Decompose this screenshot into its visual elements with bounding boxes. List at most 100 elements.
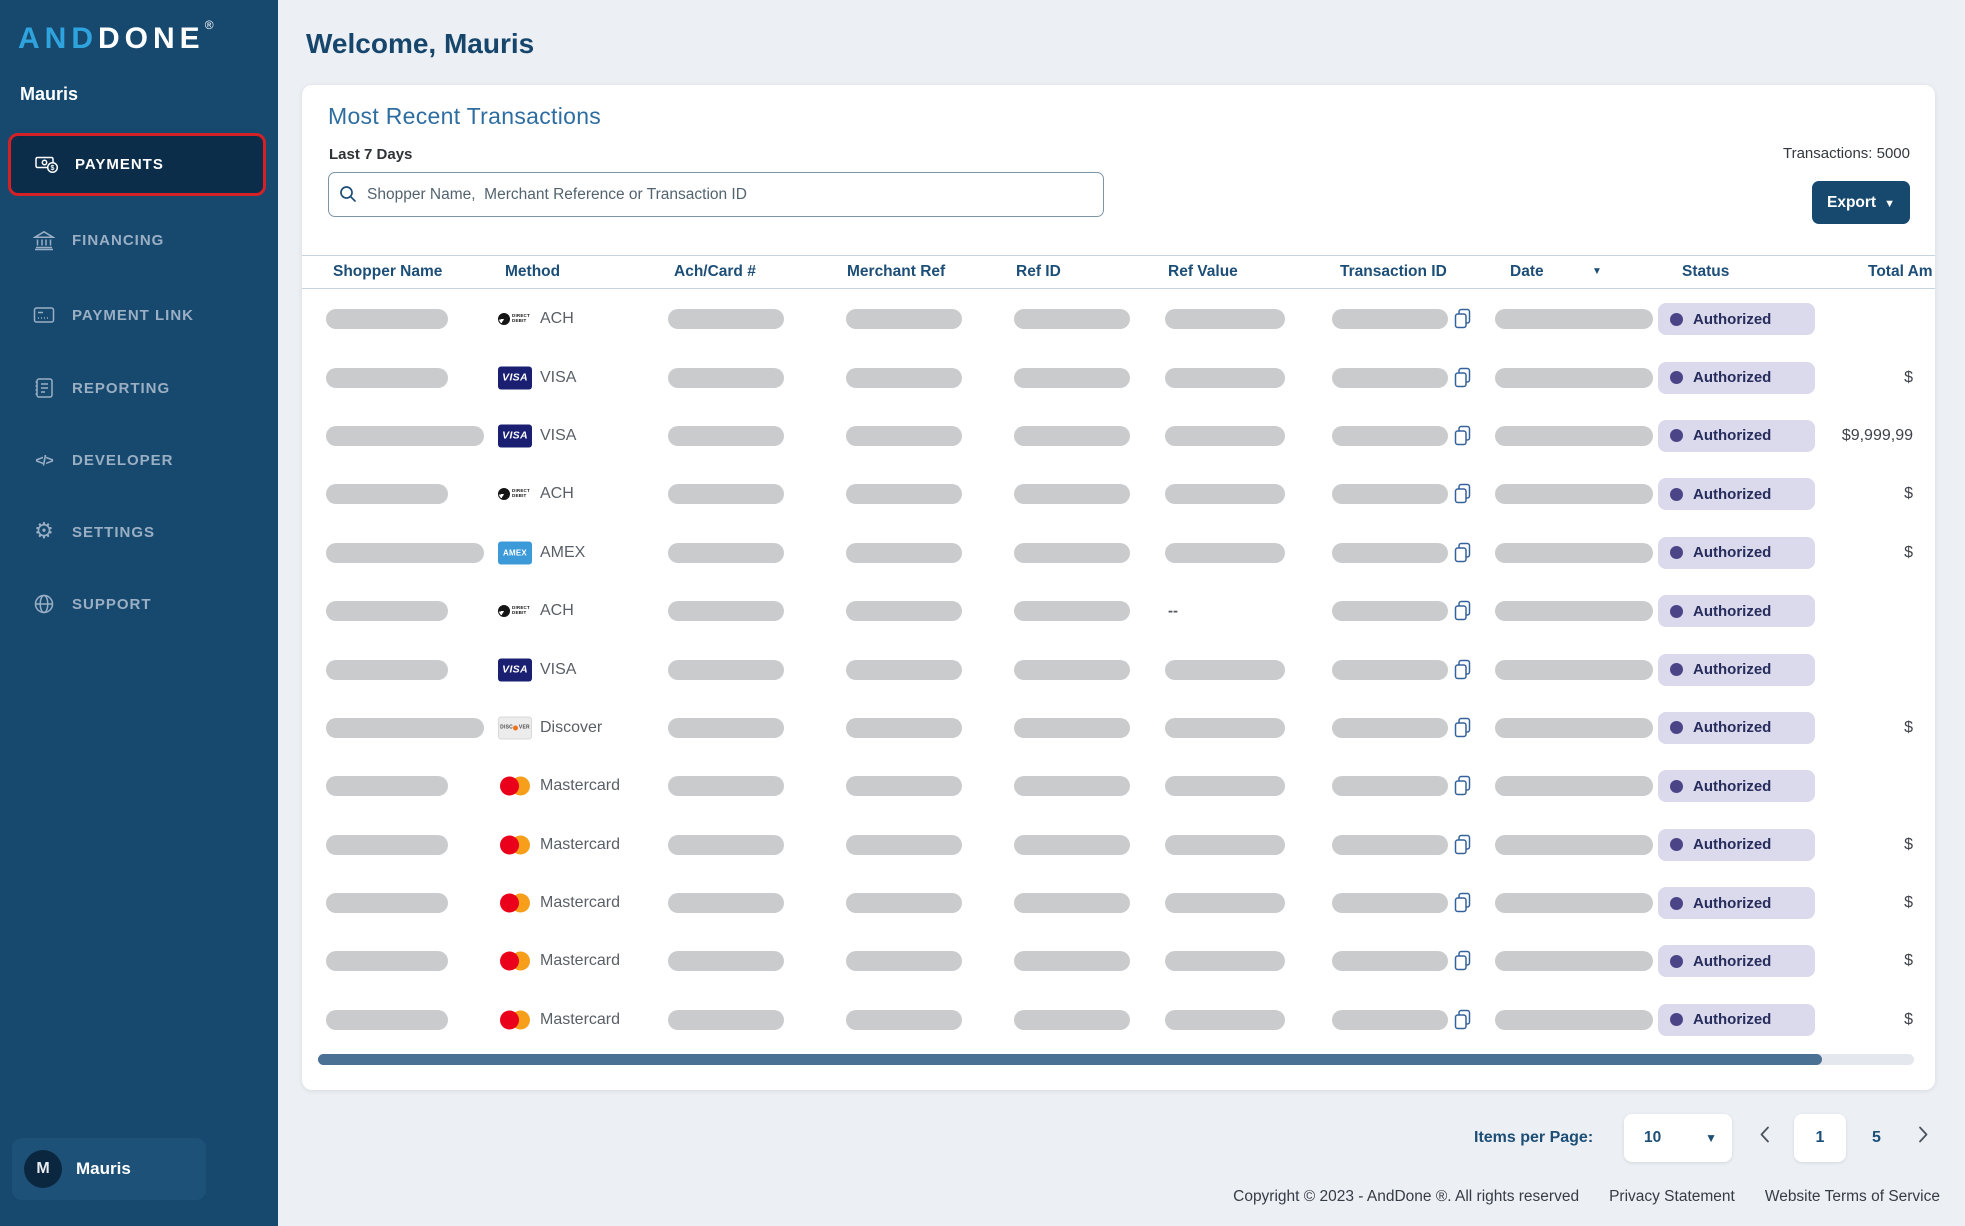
merchant-ref-placeholder	[846, 368, 962, 388]
method-label: ACH	[540, 485, 574, 503]
copy-transaction-id-button[interactable]	[1454, 542, 1471, 563]
copyright-text: Copyright © 2023 - AndDone ®. All rights…	[1233, 1188, 1579, 1206]
copy-transaction-id-button[interactable]	[1454, 717, 1471, 738]
transaction-row: AMEXAMEXAuthorized$	[302, 524, 1935, 582]
copy-transaction-id-button[interactable]	[1454, 1009, 1471, 1030]
previous-page-button[interactable]	[1756, 1122, 1774, 1147]
total-amount-value: $	[1693, 719, 1913, 737]
copy-transaction-id-button[interactable]	[1454, 309, 1471, 330]
ref-id-placeholder	[1014, 484, 1130, 504]
copy-transaction-id-button[interactable]	[1454, 834, 1471, 855]
total-amount-value: $	[1693, 369, 1913, 387]
column-date-sort[interactable]: Date	[1510, 263, 1544, 281]
column-status: Status	[1682, 263, 1729, 281]
shopper-name-placeholder	[326, 835, 448, 855]
copy-transaction-id-button[interactable]	[1454, 484, 1471, 505]
sidebar-item-reporting[interactable]: REPORTING	[8, 361, 266, 415]
method-icon-cell: DIRECTDEBIT	[498, 605, 530, 617]
footer: Copyright © 2023 - AndDone ®. All rights…	[0, 1188, 1940, 1206]
sidebar-item-payments[interactable]: $ PAYMENTS	[11, 137, 263, 191]
chevron-left-icon	[1760, 1126, 1770, 1143]
horizontal-scrollbar-thumb[interactable]	[318, 1054, 1822, 1065]
date-placeholder	[1495, 601, 1653, 621]
sidebar-item-settings[interactable]: ⚙ SETTINGS	[8, 505, 266, 559]
date-placeholder	[1495, 309, 1653, 329]
visa-icon: VISA	[498, 366, 532, 389]
page-title: Welcome, Mauris	[306, 28, 534, 60]
copy-transaction-id-button[interactable]	[1454, 367, 1471, 388]
shopper-name-placeholder	[326, 543, 484, 563]
ref-value-placeholder	[1165, 718, 1285, 738]
page-button-current[interactable]: 1	[1794, 1114, 1846, 1162]
method-icon-cell	[498, 835, 532, 854]
transaction-id-placeholder	[1332, 309, 1448, 329]
method-label: Mastercard	[540, 777, 620, 795]
date-placeholder	[1495, 543, 1653, 563]
column-ref-value: Ref Value	[1168, 263, 1238, 281]
shopper-name-placeholder	[326, 660, 448, 680]
anddone-logo: ANDDONE®	[18, 22, 214, 56]
ach-card-placeholder	[668, 309, 784, 329]
chevron-down-icon: ▼	[1884, 198, 1895, 210]
date-placeholder	[1495, 426, 1653, 446]
page-button-last[interactable]: 5	[1866, 1127, 1887, 1149]
shopper-name-placeholder	[326, 309, 448, 329]
items-per-page-label: Items per Page:	[1474, 1129, 1593, 1147]
sort-desc-icon[interactable]: ▼	[1592, 266, 1602, 277]
transactions-table-body: DIRECTDEBIT ACH Authorized VISA VISA Authoriz…	[302, 290, 1935, 1049]
ref-value-placeholder	[1165, 776, 1285, 796]
card-title: Most Recent Transactions	[328, 103, 601, 130]
sidebar-item-developer[interactable]: </> DEVELOPER	[8, 433, 266, 487]
search-input[interactable]	[328, 172, 1104, 217]
ref-id-placeholder	[1014, 951, 1130, 971]
next-page-button[interactable]	[1914, 1122, 1932, 1147]
copy-transaction-id-button[interactable]	[1454, 776, 1471, 797]
method-icon-cell: DIRECTDEBIT	[498, 488, 530, 500]
status-label: Authorized	[1693, 661, 1771, 678]
ref-id-placeholder	[1014, 718, 1130, 738]
shopper-name-placeholder	[326, 1010, 448, 1030]
sidebar-item-label: DEVELOPER	[72, 452, 174, 469]
merchant-ref-placeholder	[846, 660, 962, 680]
ach-card-placeholder	[668, 776, 784, 796]
mastercard-icon	[498, 952, 532, 971]
ref-value-placeholder	[1165, 1010, 1285, 1030]
copy-transaction-id-button[interactable]	[1454, 893, 1471, 914]
ref-id-placeholder	[1014, 893, 1130, 913]
privacy-statement-link[interactable]: Privacy Statement	[1609, 1188, 1735, 1206]
method-icon-cell: VISA	[498, 366, 532, 389]
terms-of-service-link[interactable]: Website Terms of Service	[1765, 1188, 1940, 1206]
merchant-ref-placeholder	[846, 893, 962, 913]
column-ref-id: Ref ID	[1016, 263, 1061, 281]
status-badge: Authorized	[1658, 303, 1815, 335]
transaction-id-placeholder	[1332, 660, 1448, 680]
method-icon-cell	[498, 777, 532, 796]
visa-icon: VISA	[498, 424, 532, 447]
sidebar-item-support[interactable]: SUPPORT	[8, 577, 266, 631]
column-merchant-ref: Merchant Ref	[847, 263, 945, 281]
ach-card-placeholder	[668, 835, 784, 855]
sidebar-item-financing[interactable]: FINANCING	[8, 213, 266, 267]
status-label: Authorized	[1693, 311, 1771, 328]
status-dot-icon	[1670, 313, 1683, 326]
date-placeholder	[1495, 718, 1653, 738]
sidebar-item-payment-link[interactable]: PAYMENT LINK	[8, 288, 266, 342]
merchant-ref-placeholder	[846, 718, 962, 738]
transaction-id-placeholder	[1332, 951, 1448, 971]
merchant-ref-placeholder	[846, 835, 962, 855]
method-icon-cell: VISA	[498, 658, 532, 681]
merchant-ref-placeholder	[846, 601, 962, 621]
column-transaction-id: Transaction ID	[1340, 263, 1447, 281]
ref-id-placeholder	[1014, 835, 1130, 855]
copy-transaction-id-button[interactable]	[1454, 659, 1471, 680]
copy-transaction-id-button[interactable]	[1454, 951, 1471, 972]
status-badge: Authorized	[1658, 595, 1815, 627]
ref-value-placeholder	[1165, 543, 1285, 563]
export-button[interactable]: Export ▼	[1812, 181, 1910, 224]
items-per-page-select[interactable]: 10 ▼	[1624, 1114, 1732, 1162]
copy-transaction-id-button[interactable]	[1454, 425, 1471, 446]
items-per-page-value: 10	[1644, 1129, 1661, 1147]
copy-transaction-id-button[interactable]	[1454, 601, 1471, 622]
transaction-id-placeholder	[1332, 484, 1448, 504]
mastercard-icon	[498, 894, 532, 913]
